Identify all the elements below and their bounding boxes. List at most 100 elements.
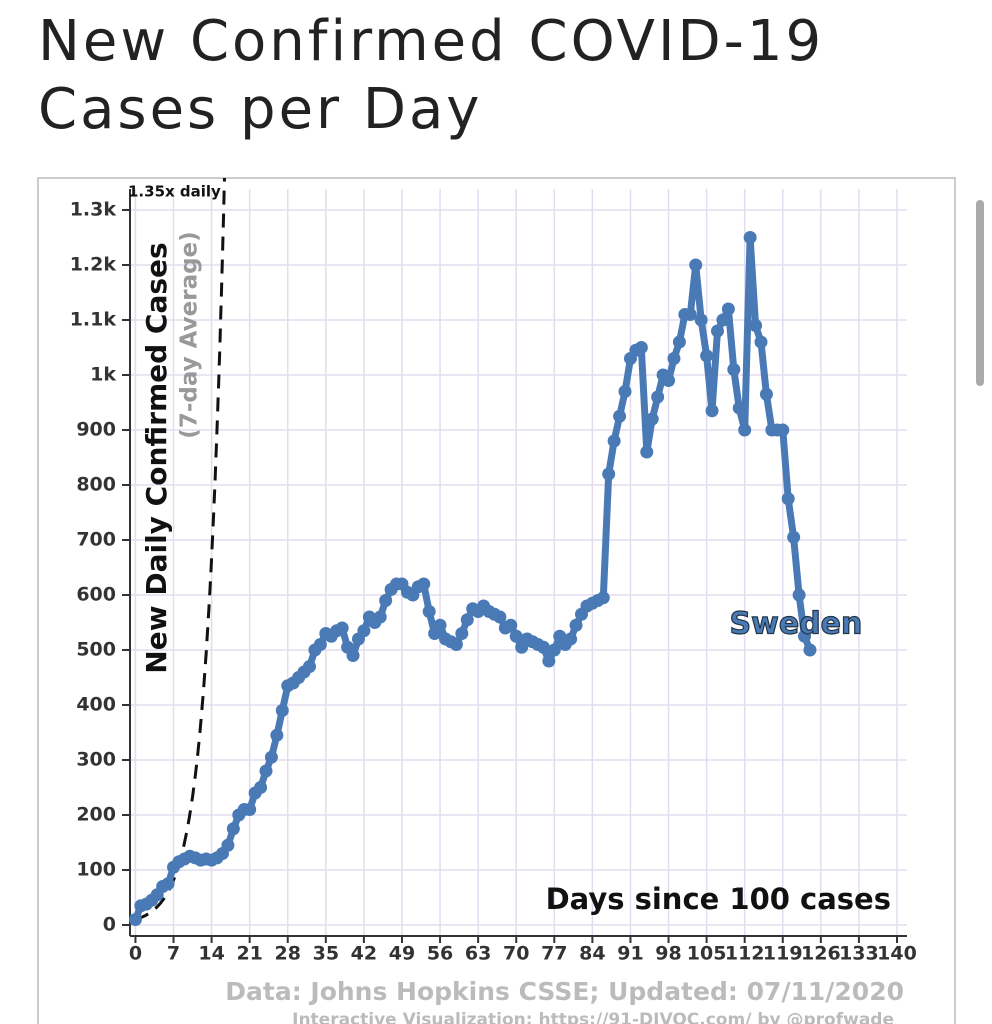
data-point (128, 913, 142, 926)
y-tick-label: 1k (90, 364, 116, 386)
x-tick-label: 35 (313, 943, 339, 965)
data-point (662, 374, 676, 387)
data-point (542, 654, 556, 668)
data-point (749, 319, 763, 332)
data-point (493, 610, 507, 624)
x-tick-label: 56 (427, 943, 453, 965)
data-point (259, 764, 273, 778)
reference-label: 1.35x daily (128, 183, 221, 201)
data-point (509, 629, 523, 643)
y-tick-label: 0 (103, 914, 116, 936)
y-tick-label: 1.3k (70, 199, 117, 221)
x-tick-label: 133 (839, 943, 879, 965)
data-point (705, 404, 719, 418)
data-point (379, 594, 393, 607)
y-tick-label: 500 (76, 639, 116, 661)
data-point (613, 409, 627, 423)
data-point (264, 750, 278, 764)
data-point (373, 610, 387, 624)
x-tick-label: 112 (725, 943, 765, 965)
source: Data: Johns Hopkins CSSE; Updated: 07/11… (225, 977, 904, 1006)
data-point (254, 781, 268, 794)
data-point (607, 434, 621, 448)
data-point (596, 591, 610, 605)
x-tick-label: 28 (275, 943, 301, 965)
x-tick-label: 91 (617, 943, 643, 965)
data-point (602, 467, 616, 481)
data-point (455, 627, 469, 640)
data-point (221, 838, 235, 852)
data-point (787, 530, 801, 544)
data-point (694, 313, 708, 327)
x-tick-label: 42 (351, 943, 377, 965)
data-point (618, 385, 632, 398)
data-point (776, 423, 790, 437)
y-tick-label: 1.2k (70, 254, 117, 276)
x-tick-label: 84 (579, 943, 605, 965)
x-tick-label: 63 (465, 943, 491, 965)
y-axis-sublabel: (7-day Average) (177, 231, 203, 438)
y-tick-label: 800 (76, 474, 116, 496)
data-point (243, 803, 257, 816)
data-point (569, 618, 583, 632)
x-tick-label: 105 (687, 943, 727, 965)
data-point (275, 704, 289, 717)
y-tick-label: 400 (76, 694, 116, 716)
scrollbar (976, 200, 984, 386)
marks (128, 178, 817, 926)
data-point (460, 613, 474, 627)
y-tick-label: 700 (76, 529, 116, 551)
data-point (738, 423, 752, 437)
data-point (781, 492, 795, 506)
y-tick-label: 900 (76, 419, 116, 441)
x-tick-label: 49 (389, 943, 415, 965)
credit: Interactive Visualization: https://91-DI… (292, 1010, 894, 1024)
y-tick-label: 600 (76, 584, 116, 606)
data-point (651, 390, 665, 404)
data-point (433, 618, 447, 632)
y-tick-label: 100 (76, 859, 116, 881)
data-point (667, 352, 681, 365)
y-axis-label: New Daily Confirmed Cases (140, 242, 173, 673)
data-point (743, 231, 757, 244)
data-point (226, 822, 240, 836)
x-tick-label: 14 (198, 943, 224, 965)
data-point (645, 412, 659, 426)
y-tick-label: 200 (76, 804, 116, 826)
data-point (792, 588, 806, 602)
data-point (689, 258, 703, 272)
data-point (161, 877, 175, 891)
data-point (640, 445, 654, 459)
data-point (732, 401, 746, 415)
x-tick-label: 126 (801, 943, 841, 965)
x-tick-label: 140 (877, 943, 917, 965)
data-point (727, 363, 741, 376)
data-point (634, 341, 648, 354)
data-point (700, 349, 714, 363)
data-point (270, 728, 284, 742)
x-tick-label: 0 (129, 943, 142, 965)
data-point (710, 324, 724, 338)
y-tick-label: 1.1k (70, 309, 117, 331)
data-point (346, 649, 360, 662)
data-point (683, 308, 697, 321)
x-tick-label: 21 (236, 943, 262, 965)
x-tick-label: 70 (503, 943, 529, 965)
data-point (564, 632, 578, 646)
data-point (798, 629, 812, 643)
data-point (313, 638, 327, 651)
x-tick-label: 119 (763, 943, 803, 965)
data-point (335, 621, 349, 635)
x-tick-label: 98 (655, 943, 681, 965)
data-point (449, 638, 463, 651)
data-point (759, 387, 773, 401)
data-point (803, 643, 817, 657)
data-point (504, 618, 518, 632)
series-label: Sweden (730, 607, 863, 642)
data-point (417, 577, 431, 591)
data-point (754, 335, 768, 349)
y-tick-label: 300 (76, 749, 116, 771)
data-point (547, 643, 561, 657)
